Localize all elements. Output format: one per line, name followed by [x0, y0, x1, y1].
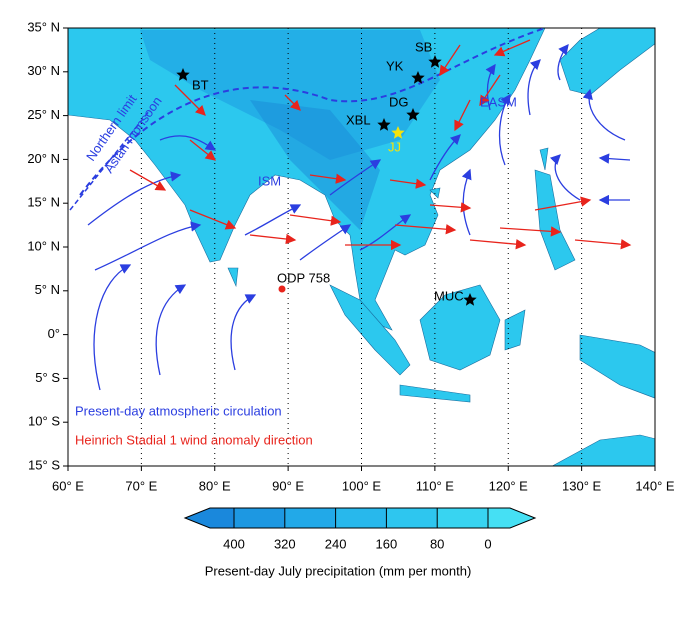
y-tick-label: 10° S — [28, 414, 60, 429]
colorbar: Present-day July precipitation (mm per m… — [183, 507, 537, 578]
site-label: XBL — [346, 112, 371, 127]
x-tick-label: 90° E — [272, 478, 304, 493]
site-star — [406, 108, 420, 121]
site-label: BT — [192, 77, 209, 92]
site-star — [391, 126, 405, 139]
site-star — [377, 118, 391, 131]
y-tick-label: 20° N — [27, 151, 60, 166]
x-tick-label: 140° E — [635, 478, 675, 493]
x-tick-label: 70° E — [125, 478, 157, 493]
colorbar-tick-label: 400 — [223, 536, 245, 551]
y-tick-label: 10° N — [27, 238, 60, 253]
y-tick-label: 25° N — [27, 107, 60, 122]
y-tick-label: 30° N — [27, 63, 60, 78]
region-label: ISM — [258, 173, 281, 188]
site-star — [463, 293, 477, 306]
colorbar-label: Present-day July precipitation (mm per m… — [205, 563, 472, 578]
legend-text: Heinrich Stadial 1 wind anomaly directio… — [75, 432, 313, 447]
x-tick-label: 100° E — [342, 478, 382, 493]
site-star — [411, 71, 425, 84]
site-label: MUC — [434, 288, 464, 303]
y-tick-label: 0° — [48, 326, 60, 341]
site-label: YK — [386, 58, 404, 73]
x-tick-label: 80° E — [199, 478, 231, 493]
y-tick-label: 15° S — [28, 457, 60, 472]
site-label: DG — [389, 94, 409, 109]
site-star — [428, 55, 442, 68]
y-tick-label: 5° N — [35, 282, 60, 297]
site-star — [176, 68, 190, 81]
colorbar-tick-label: 80 — [430, 536, 444, 551]
site-label: SB — [415, 39, 432, 54]
x-tick-label: 130° E — [562, 478, 602, 493]
site-label: JJ — [388, 139, 401, 154]
y-tick-label: 5° S — [35, 370, 60, 385]
colorbar-tick-label: 240 — [325, 536, 347, 551]
y-tick-label: 15° N — [27, 195, 60, 210]
odp-site — [278, 285, 286, 293]
y-tick-label: 35° N — [27, 19, 60, 34]
grid — [140, 28, 583, 466]
region-label: EASM — [480, 94, 517, 109]
x-tick-label: 110° E — [416, 478, 455, 493]
site-label: ODP 758 — [277, 270, 330, 285]
x-tick-label: 60° E — [52, 478, 84, 493]
colorbar-tick-label: 160 — [376, 536, 398, 551]
colorbar-tick-label: 320 — [274, 536, 296, 551]
colorbar-tick-label: 0 — [484, 536, 491, 551]
wind-arrows — [69, 27, 632, 391]
legend-text: Present-day atmospheric circulation — [75, 403, 282, 418]
x-tick-label: 120° E — [489, 478, 529, 493]
